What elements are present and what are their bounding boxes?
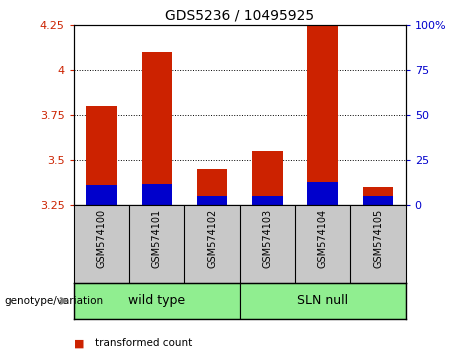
Text: GSM574100: GSM574100 <box>96 209 106 268</box>
Text: SLN null: SLN null <box>297 295 348 307</box>
Bar <box>74 283 240 319</box>
Bar <box>240 283 406 319</box>
Title: GDS5236 / 10495925: GDS5236 / 10495925 <box>165 8 314 22</box>
Text: ■: ■ <box>74 338 84 348</box>
Text: GSM574104: GSM574104 <box>318 209 328 268</box>
Text: GSM574105: GSM574105 <box>373 209 383 268</box>
Bar <box>307 182 338 205</box>
Bar <box>307 25 338 205</box>
Text: GSM574102: GSM574102 <box>207 209 217 268</box>
Bar <box>197 169 227 205</box>
Bar <box>86 185 117 205</box>
Bar <box>252 151 283 205</box>
Bar <box>252 196 283 205</box>
Text: transformed count: transformed count <box>95 338 192 348</box>
Text: wild type: wild type <box>128 295 185 307</box>
Bar <box>363 196 393 205</box>
Bar <box>86 106 117 205</box>
Bar <box>142 184 172 205</box>
Bar <box>363 187 393 205</box>
Text: GSM574103: GSM574103 <box>262 209 272 268</box>
Text: genotype/variation: genotype/variation <box>5 296 104 306</box>
Bar <box>197 196 227 205</box>
Text: GSM574101: GSM574101 <box>152 209 162 268</box>
Bar <box>142 52 172 205</box>
